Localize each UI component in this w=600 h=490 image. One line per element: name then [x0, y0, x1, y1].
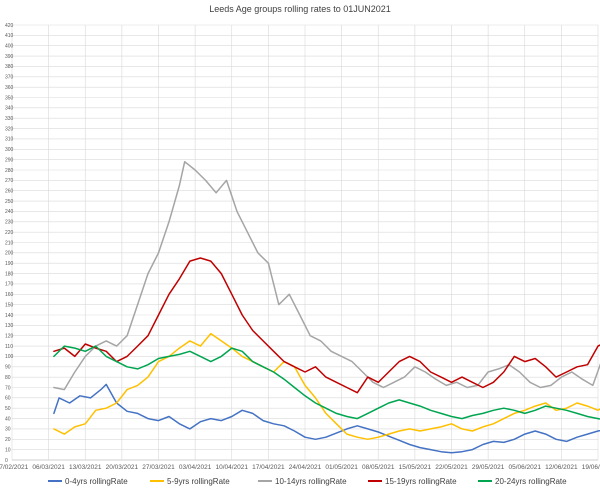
y-tick-label: 270 [5, 178, 14, 184]
legend-label: 5-9yrs rollingRate [167, 477, 230, 486]
y-tick-label: 180 [5, 271, 14, 277]
legend: 0-4yrs rollingRate 5-9yrs rollingRate 10-1… [48, 477, 567, 486]
gridlines [11, 24, 599, 461]
x-tick-label: 15/05/2021 [399, 464, 432, 471]
x-tick-label: 24/04/2021 [289, 464, 322, 471]
series-line-1 [53, 332, 600, 441]
y-tick-label: 0 [5, 458, 8, 464]
legend-label: 10-14yrs rollingRate [275, 477, 347, 486]
y-tick-label: 100 [5, 354, 14, 360]
y-tick-label: 230 [5, 220, 14, 226]
y-tick-label: 10 [5, 447, 11, 453]
x-tick-label: 06/03/2021 [32, 464, 65, 471]
y-tick-label: 150 [5, 302, 14, 308]
chart-title: Leeds Age groups rolling rates to 01JUN2… [209, 4, 391, 14]
x-tick-label: 27/02/2021 [0, 464, 29, 471]
series-line-3 [53, 257, 600, 394]
y-tick-label: 250 [5, 199, 14, 205]
y-tick-label: 290 [5, 157, 14, 163]
y-tick-label: 210 [5, 240, 14, 246]
y-tick-label: 130 [5, 323, 14, 329]
y-tick-label: 80 [5, 375, 11, 381]
x-tick-label: 12/06/2021 [545, 464, 578, 471]
legend-label: 20-24yrs rollingRate [495, 477, 567, 486]
y-tick-label: 400 [5, 44, 14, 50]
y-tick-label: 190 [5, 261, 14, 267]
series-line-0 [53, 383, 600, 454]
x-tick-label: 19/06/2021 [582, 464, 600, 471]
x-tick-label: 20/03/2021 [106, 464, 139, 471]
y-tick-label: 360 [5, 85, 14, 91]
y-tick-label: 330 [5, 116, 14, 122]
x-tick-label: 29/05/2021 [472, 464, 505, 471]
y-axis-ticks: 0 10 20 30 40 50 60 70 80 90 100 110 120 130 140 150 160… [5, 23, 14, 464]
x-tick-label: 05/06/2021 [508, 464, 541, 471]
y-tick-label: 370 [5, 75, 14, 81]
y-tick-label: 140 [5, 313, 14, 319]
y-tick-label: 380 [5, 64, 14, 70]
y-tick-label: 280 [5, 168, 14, 174]
legend-label: 15-19yrs rollingRate [385, 477, 457, 486]
x-tick-label: 01/05/2021 [325, 464, 358, 471]
y-tick-label: 160 [5, 292, 14, 298]
y-tick-label: 220 [5, 230, 14, 236]
series-line-4 [53, 345, 600, 420]
x-tick-label: 13/03/2021 [69, 464, 102, 471]
y-tick-label: 350 [5, 95, 14, 101]
y-tick-label: 90 [5, 365, 11, 371]
x-tick-label: 03/04/2021 [179, 464, 212, 471]
y-tick-label: 20 [5, 437, 11, 443]
x-tick-label: 10/04/2021 [215, 464, 248, 471]
y-tick-label: 300 [5, 147, 14, 153]
y-tick-label: 60 [5, 396, 11, 402]
x-tick-label: 22/05/2021 [435, 464, 468, 471]
y-tick-label: 30 [5, 427, 11, 433]
x-tick-label: 27/03/2021 [142, 464, 175, 471]
legend-label: 0-4yrs rollingRate [65, 477, 128, 486]
y-tick-label: 50 [5, 406, 11, 412]
y-tick-label: 70 [5, 385, 11, 391]
y-tick-label: 120 [5, 334, 14, 340]
series-lines [53, 160, 600, 454]
x-tick-label: 08/05/2021 [362, 464, 395, 471]
y-tick-label: 110 [5, 344, 13, 350]
y-tick-label: 390 [5, 54, 14, 60]
y-tick-label: 40 [5, 416, 11, 422]
y-tick-label: 200 [5, 251, 14, 257]
y-tick-label: 420 [5, 23, 14, 29]
x-tick-label: 17/04/2021 [252, 464, 285, 471]
series-line-2 [53, 160, 600, 391]
y-tick-label: 410 [5, 33, 14, 39]
y-tick-label: 240 [5, 209, 14, 215]
y-tick-label: 320 [5, 126, 14, 132]
y-tick-label: 260 [5, 189, 14, 195]
y-tick-label: 340 [5, 106, 14, 112]
y-tick-label: 310 [5, 137, 14, 143]
y-tick-label: 170 [5, 282, 14, 288]
